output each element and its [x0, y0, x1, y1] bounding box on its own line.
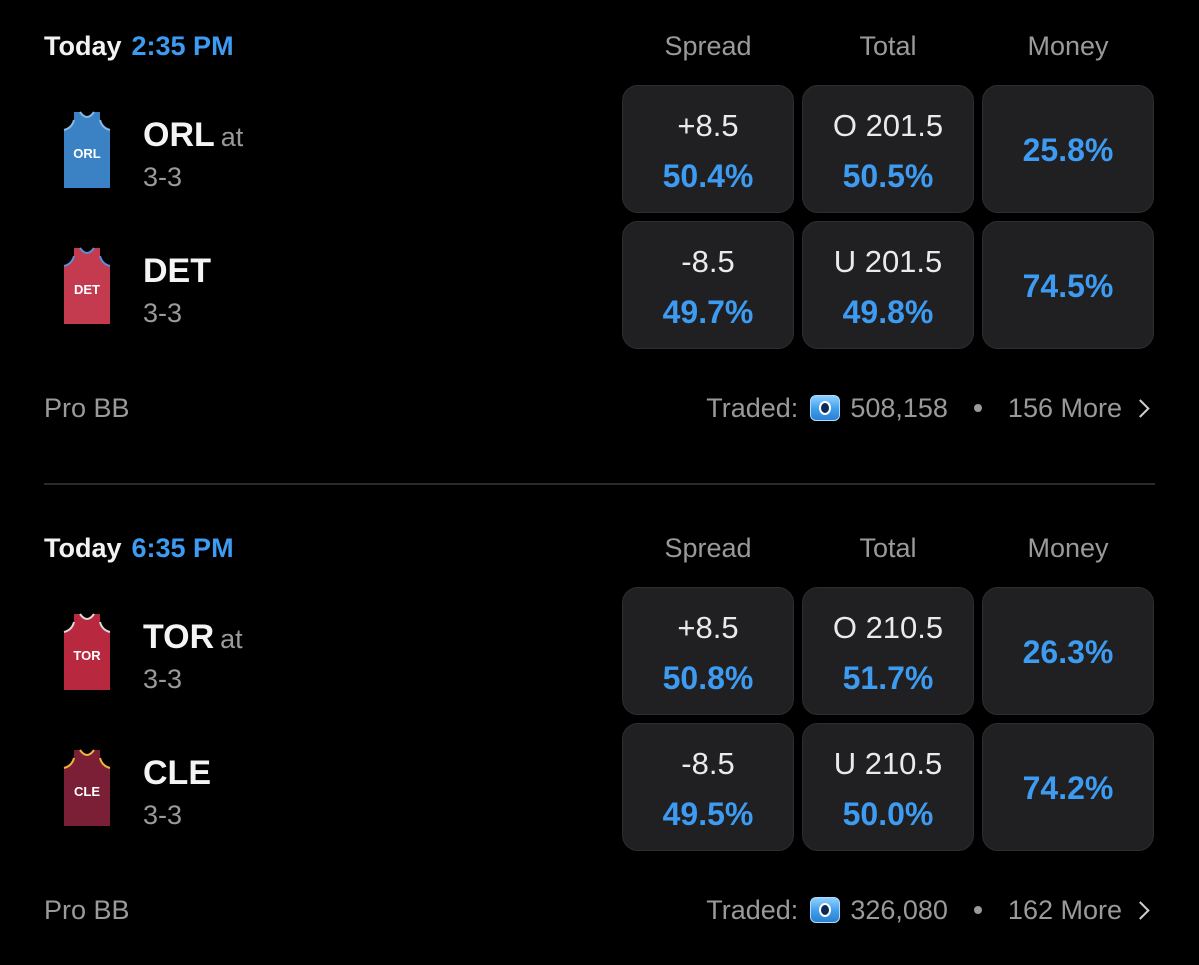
team-row-home: CLE CLE 3-3 -8.5 49.5% U 210.5 50.0% 74.…: [0, 723, 1199, 853]
game-day: Today: [44, 31, 122, 61]
spread-button-away[interactable]: +8.5 50.8%: [622, 587, 794, 715]
at-label: at: [220, 122, 244, 152]
team-record: 3-3: [143, 800, 183, 830]
separator-dot: [973, 906, 982, 914]
svg-text:TOR: TOR: [73, 648, 101, 663]
spread-percent: 49.5%: [662, 796, 754, 832]
total-button-over[interactable]: O 210.5 51.7%: [802, 587, 974, 715]
total-line: U 201.5: [833, 244, 943, 279]
chevron-right-icon: [1131, 398, 1150, 418]
spread-percent: 49.7%: [662, 294, 754, 330]
game-time: 2:35 PM: [131, 31, 234, 61]
traded-label: Traded:: [706, 393, 799, 423]
game-footer-stats: Traded: 326,080 162 More: [706, 890, 1151, 930]
team-row-away: TOR TOR at 3-3 +8.5 50.8% O 210.5 51.7% 2…: [0, 587, 1199, 717]
svg-text:CLE: CLE: [74, 784, 100, 799]
team-row-home: DET DET 3-3 -8.5 49.7% U 201.5 49.8% 74.…: [0, 221, 1199, 351]
game-footer-stats: Traded: 508,158 156 More: [706, 388, 1151, 428]
team-record: 3-3: [143, 664, 183, 694]
team-name: CLE: [143, 751, 211, 795]
game-card: Today 2:35 PM Spread Total Money ORL ORL a…: [0, 0, 1199, 460]
more-markets-link[interactable]: 162 More: [1008, 890, 1151, 930]
moneyline-button-home[interactable]: 74.2%: [982, 723, 1154, 851]
spread-percent: 50.8%: [662, 660, 754, 696]
total-line: O 201.5: [832, 108, 944, 143]
spread-line: -8.5: [681, 746, 735, 781]
column-header-total: Total: [859, 533, 917, 563]
separator-dot: [973, 404, 982, 412]
chevron-right-icon: [1131, 900, 1150, 920]
more-markets-link[interactable]: 156 More: [1008, 388, 1151, 428]
more-markets-label: 162 More: [1007, 895, 1122, 925]
column-header-spread: Spread: [664, 31, 752, 61]
moneyline-percent: 74.5%: [1022, 268, 1114, 304]
column-header-total: Total: [859, 31, 917, 61]
coin-icon: [810, 395, 841, 421]
team-row-away: ORL ORL at 3-3 +8.5 50.4% O 201.5 50.5% 2…: [0, 85, 1199, 215]
game-datetime: Today 2:35 PM: [44, 26, 234, 66]
team-record: 3-3: [143, 298, 183, 328]
traded-amount: 326,080: [850, 895, 948, 925]
total-percent: 51.7%: [842, 660, 934, 696]
team-name: DET: [143, 249, 211, 293]
moneyline-percent: 25.8%: [1022, 132, 1114, 168]
team-name: ORL at: [143, 113, 243, 159]
at-label: at: [220, 624, 243, 654]
spread-line: +8.5: [677, 108, 739, 143]
team-name: TOR at: [143, 615, 243, 661]
jersey-icon: CLE: [63, 749, 111, 826]
coin-icon: [810, 897, 841, 923]
svg-text:DET: DET: [74, 282, 100, 297]
column-header-money: Money: [1027, 31, 1109, 61]
team-abbr: TOR: [143, 618, 215, 656]
jersey-icon: DET: [63, 247, 111, 324]
traded-label: Traded:: [706, 895, 799, 925]
jersey-icon: ORL: [63, 111, 111, 188]
traded-amount: 508,158: [850, 393, 948, 423]
more-markets-label: 156 More: [1007, 393, 1122, 423]
moneyline-button-away[interactable]: 25.8%: [982, 85, 1154, 213]
column-header-money: Money: [1027, 533, 1109, 563]
league-label: Pro BB: [44, 895, 130, 925]
total-line: U 210.5: [833, 746, 943, 781]
spread-button-home[interactable]: -8.5 49.7%: [622, 221, 794, 349]
moneyline-percent: 26.3%: [1022, 634, 1114, 670]
team-abbr: ORL: [143, 116, 215, 154]
column-header-spread: Spread: [664, 533, 752, 563]
svg-text:ORL: ORL: [73, 146, 101, 161]
moneyline-button-away[interactable]: 26.3%: [982, 587, 1154, 715]
spread-percent: 50.4%: [662, 158, 754, 194]
team-abbr: CLE: [143, 754, 211, 792]
spread-line: -8.5: [681, 244, 735, 279]
game-time: 6:35 PM: [131, 533, 234, 563]
total-button-over[interactable]: O 201.5 50.5%: [802, 85, 974, 213]
jersey-icon: TOR: [63, 613, 111, 690]
spread-button-home[interactable]: -8.5 49.5%: [622, 723, 794, 851]
moneyline-button-home[interactable]: 74.5%: [982, 221, 1154, 349]
moneyline-percent: 74.2%: [1022, 770, 1114, 806]
spread-button-away[interactable]: +8.5 50.4%: [622, 85, 794, 213]
total-percent: 49.8%: [842, 294, 934, 330]
game-card: Today 6:35 PM Spread Total Money TOR TOR a…: [0, 502, 1199, 962]
game-datetime: Today 6:35 PM: [44, 528, 234, 568]
total-percent: 50.0%: [842, 796, 934, 832]
total-line: O 210.5: [832, 610, 944, 645]
team-abbr: DET: [143, 252, 211, 290]
total-button-under[interactable]: U 210.5 50.0%: [802, 723, 974, 851]
spread-line: +8.5: [677, 610, 739, 645]
total-percent: 50.5%: [842, 158, 934, 194]
team-record: 3-3: [143, 162, 183, 192]
game-day: Today: [44, 533, 122, 563]
divider: [44, 483, 1155, 485]
league-label: Pro BB: [44, 393, 130, 423]
total-button-under[interactable]: U 201.5 49.8%: [802, 221, 974, 349]
